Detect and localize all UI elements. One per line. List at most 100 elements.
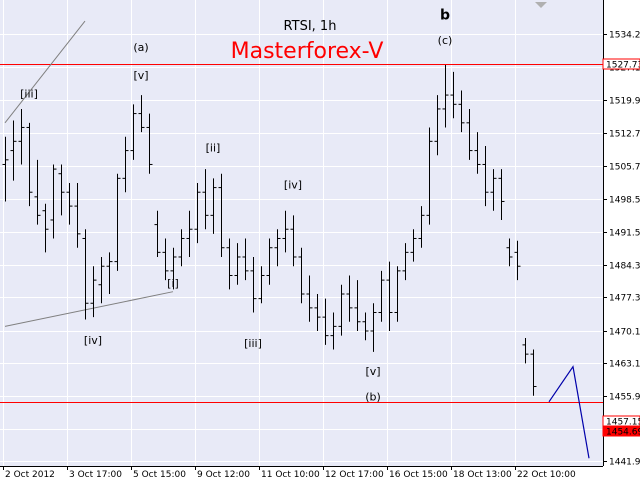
- ohlc-bar: [490, 169, 497, 211]
- ohlc-bar: [26, 122, 33, 207]
- y-tick-label: 1463.10: [609, 360, 640, 370]
- level-price-box: [602, 415, 640, 427]
- ohlc-bar: [226, 238, 233, 290]
- scroll-marker-icon: [535, 2, 547, 8]
- ohlc-bar: [314, 293, 321, 332]
- ohlc-bar: [82, 229, 89, 320]
- ohlc-bar: [154, 210, 161, 257]
- wave-labels: [iii] (a) [v] [iv] [i] [ii] [iii] [iv] [v] (b) b (c…: [20, 8, 452, 404]
- projection: [548, 365, 590, 459]
- ohlc-bar: [10, 120, 17, 181]
- chart-title: RTSI, 1h: [284, 19, 337, 34]
- x-tick-label: 11 Oct 10:00: [261, 470, 320, 480]
- ohlc-bar: [18, 108, 25, 165]
- level-price-label: 1457.15: [606, 418, 640, 428]
- ohlc-bar: [362, 312, 369, 341]
- ohlc-bar: [66, 182, 73, 225]
- y-tick-label: 1470.10: [609, 328, 640, 338]
- y-tick-label: 1441.90: [609, 458, 640, 468]
- x-tick-label: 5 Oct 15:00: [133, 470, 186, 480]
- wave-label: b: [440, 8, 450, 24]
- y-tick-label: 1519.90: [609, 97, 640, 107]
- ohlc-bar: [394, 266, 401, 322]
- x-tick-label: 3 Oct 17:00: [69, 470, 122, 480]
- x-tick-label: 16 Oct 15:00: [389, 470, 448, 480]
- ohlc-bar: [338, 284, 345, 336]
- ohlc-bar: [194, 182, 201, 244]
- ohlc-bar: [426, 127, 433, 225]
- ohlc-bar: [458, 90, 465, 133]
- ohlc-bar: [210, 178, 217, 234]
- y-tick-label: 1477.30: [609, 294, 640, 304]
- x-tick-label: 2 Oct 2012: [5, 470, 55, 480]
- ohlc-bar: [402, 243, 409, 281]
- trend-lines: [4, 20, 174, 327]
- x-axis: 2 Oct 2012 3 Oct 17:00 5 Oct 15:00 9 Oct 12…: [3, 466, 576, 480]
- ohlc-bar: [146, 113, 153, 174]
- x-tick-label: 9 Oct 12:00: [197, 470, 250, 480]
- y-tick-label: 1534.20: [609, 31, 640, 41]
- ohlc-bar: [410, 229, 417, 262]
- ohlc-bar: [370, 303, 377, 352]
- ohlc-bar: [474, 132, 481, 174]
- wave-label: [ii]: [206, 142, 221, 155]
- ohlc-bar: [130, 104, 137, 160]
- ohlc-bar: [74, 182, 81, 248]
- wave-label: [iii]: [244, 337, 262, 350]
- ohlc-bar: [58, 164, 65, 216]
- ohlc-bar: [274, 229, 281, 267]
- wave-label: [iii]: [20, 87, 38, 100]
- y-tick-label: 1491.50: [609, 229, 640, 239]
- ohlc-bar: [442, 64, 449, 128]
- trend-line: [4, 291, 174, 327]
- ohlc-bar: [322, 298, 329, 345]
- ohlc-bar: [114, 173, 121, 271]
- ohlc-bar: [482, 145, 489, 207]
- ohlc-bar: [42, 203, 49, 253]
- ohlc-bar: [106, 252, 113, 294]
- projection-line: [548, 365, 590, 459]
- ohlc-bar: [170, 247, 177, 290]
- ohlc-bar: [522, 337, 529, 364]
- level-price-label: 1454.69: [606, 428, 640, 438]
- ohlc-bar: [122, 136, 129, 193]
- y-tick-label: 1505.70: [609, 163, 640, 173]
- ohlc-bar: [530, 349, 537, 396]
- y-tick-label: 1484.30: [609, 262, 640, 272]
- ohlc-bars: [2, 64, 537, 396]
- ohlc-bar: [298, 247, 305, 304]
- right-scale-background: [603, 0, 640, 466]
- ohlc-bar: [50, 164, 57, 239]
- ohlc-bar: [506, 238, 513, 267]
- ohlc-bar: [514, 240, 521, 281]
- level-price-label: 1527.73: [606, 61, 640, 71]
- ohlc-bar: [34, 159, 41, 225]
- wave-label: [v]: [133, 69, 148, 82]
- ohlc-bar: [330, 312, 337, 350]
- wave-label: [v]: [365, 365, 380, 378]
- trend-line: [4, 20, 86, 124]
- ohlc-bar: [466, 108, 473, 160]
- ohlc-bar: [2, 136, 9, 202]
- ohlc-bar: [178, 229, 185, 267]
- grid: [0, 0, 603, 466]
- x-tick-label: 22 Oct 10:00: [517, 470, 576, 480]
- wave-label: (a): [133, 41, 148, 54]
- ohlc-bar: [282, 210, 289, 253]
- ohlc-bar: [306, 275, 313, 322]
- ohlc-bar: [378, 270, 385, 322]
- level-price-box: [602, 58, 640, 70]
- x-tick-label: 12 Oct 17:00: [325, 470, 384, 480]
- bottom-scale-background: [0, 466, 640, 480]
- ohlc-bar: [354, 280, 361, 332]
- ohlc-bar: [242, 238, 249, 281]
- ohlc-bar: [434, 95, 441, 156]
- y-tick-label: 1455.90: [609, 393, 640, 403]
- wave-label: (b): [365, 390, 381, 403]
- ohlc-bar: [162, 238, 169, 281]
- ohlc-bar: [186, 210, 193, 257]
- ohlc-bar: [290, 215, 297, 267]
